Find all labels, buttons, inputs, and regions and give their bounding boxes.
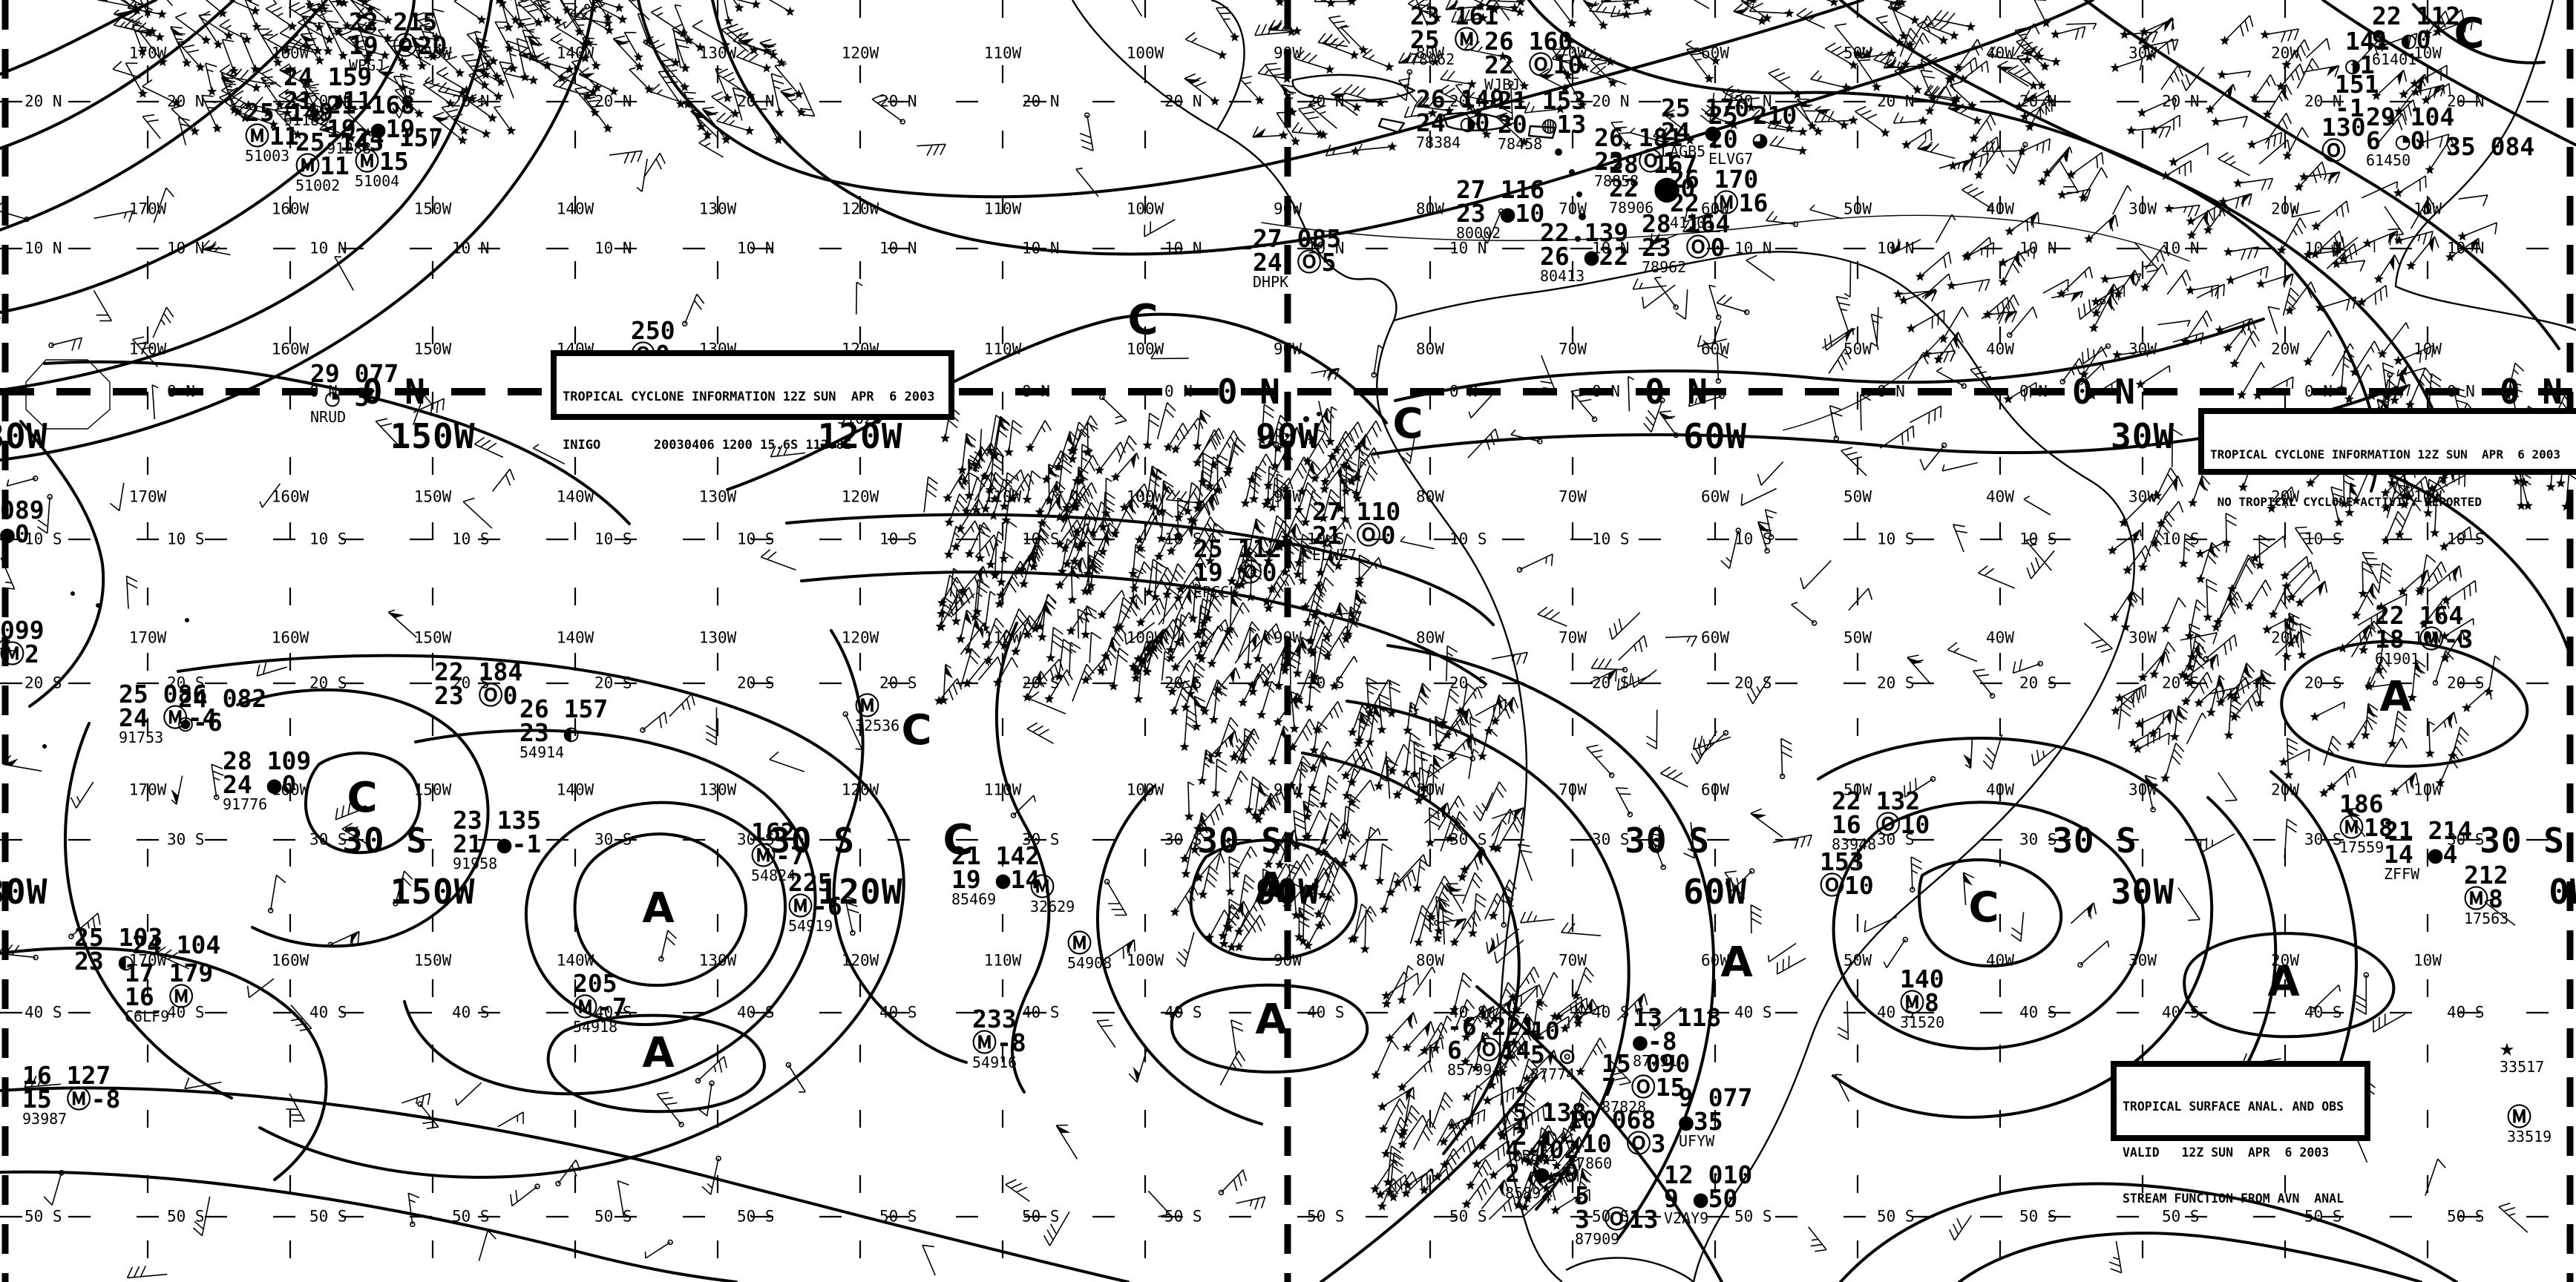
- wind-barb-cluster-0: [97, 0, 802, 141]
- info-line: NO TROPICAL CYCLONE ACTIVITY REPORTED: [2210, 495, 2482, 509]
- island-puerto-rico: [1527, 125, 1557, 139]
- octagon-symbol: [25, 359, 111, 430]
- island-jamaica: [1377, 117, 1406, 134]
- coast-americas-west: [1071, 0, 1563, 1282]
- island-hispaniola: [1442, 112, 1513, 131]
- island-tierra-del-fuego: [1565, 1257, 1694, 1282]
- wind-barb-cluster-5: [1374, 964, 1607, 1220]
- tropical-cyclone-info-box-east: TROPICAL CYCLONE INFORMATION 12Z SUN APR…: [2198, 408, 2576, 509]
- wind-barb-flags-3: [934, 408, 1366, 707]
- info-line: TROPICAL CYCLONE INFORMATION 12Z SUN APR…: [2210, 447, 2561, 461]
- info-line: TROPICAL CYCLONE INFORMATION 12Z SUN APR…: [563, 389, 935, 404]
- analysis-validity-box: TROPICAL SURFACE ANAL. AND OBS VALID 12Z…: [2111, 1061, 2370, 1206]
- coast-west-africa: [2394, 0, 2576, 332]
- info-line: INIGO 20030406 1200 15.6S 112.8E: [563, 438, 851, 453]
- tropical-cyclone-info-box-west: TROPICAL CYCLONE INFORMATION 12Z SUN APR…: [551, 350, 954, 453]
- wind-barb-flags-5: [1370, 990, 1593, 1214]
- island-cuba: [1291, 73, 1416, 102]
- wind-barb-cluster-8: [1427, 183, 2055, 968]
- wind-barb-cluster-4: [1173, 671, 1523, 950]
- info-line: STREAM FUNCTION FROM AVN ANAL: [2123, 1191, 2344, 1206]
- small-islands: [42, 148, 1586, 749]
- coast-south-america-east: [1393, 251, 2135, 1282]
- info-line: VALID 12Z SUN APR 6 2003: [2123, 1145, 2330, 1160]
- wind-barb-cluster-2: [1898, 9, 2498, 401]
- info-line: TROPICAL SURFACE ANAL. AND OBS: [2123, 1099, 2344, 1114]
